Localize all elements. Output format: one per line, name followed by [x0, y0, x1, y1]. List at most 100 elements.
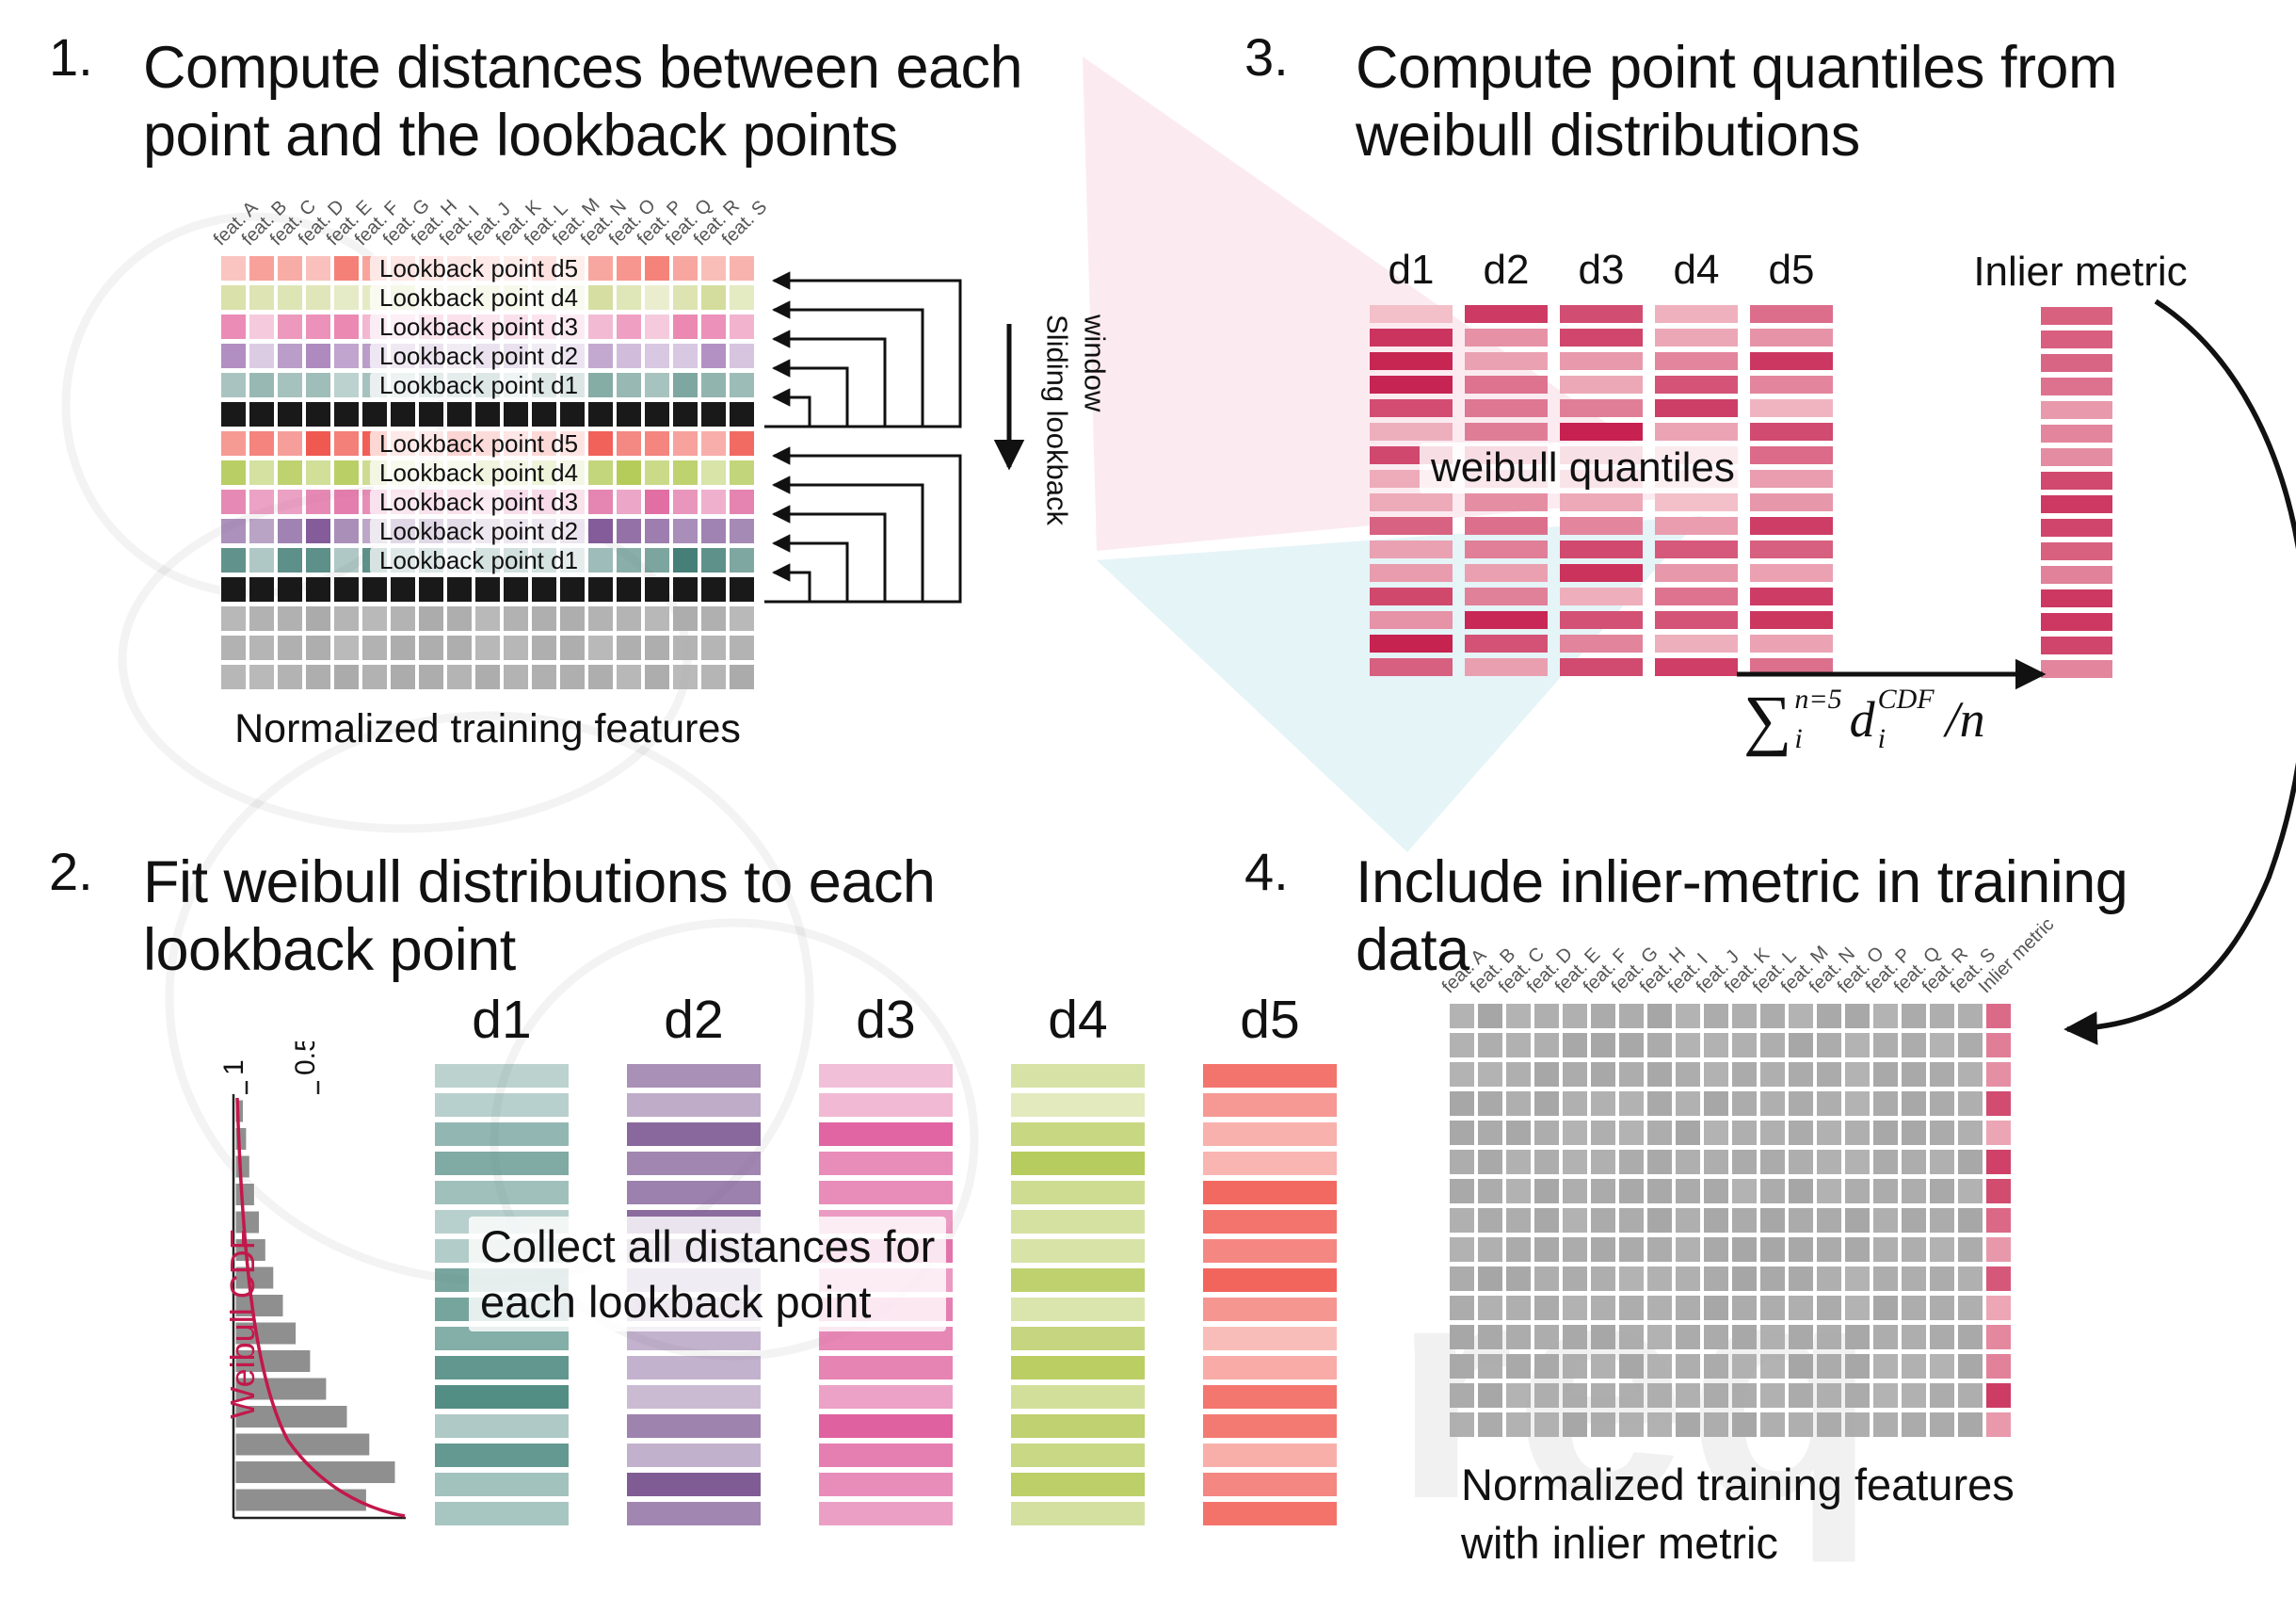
matrix-row: [1450, 1208, 2011, 1233]
s4-caption: Normalized training features with inlier…: [1461, 1456, 2015, 1573]
matrix-cell: [1534, 1237, 1559, 1262]
matrix-cell: [1478, 1150, 1502, 1174]
distance-bar: [1203, 1093, 1337, 1117]
matrix-cell: [278, 431, 302, 456]
quantile-bar: [1655, 635, 1738, 653]
distance-bar: [627, 1414, 761, 1438]
distance-bar: [1011, 1239, 1145, 1263]
distance-bar: [1011, 1298, 1145, 1321]
matrix-cell: [588, 431, 613, 456]
matrix-cell: [560, 402, 585, 427]
distance-bar: [1011, 1327, 1145, 1350]
quantile-bar: [1465, 376, 1548, 394]
matrix-row: [221, 402, 754, 427]
s2-distance-columns: d1 d2 d3 d4 d5: [435, 989, 1337, 1525]
matrix-cell: [1563, 1325, 1587, 1349]
matrix-cell: [221, 665, 246, 689]
distance-bar: [1011, 1268, 1145, 1292]
matrix-cell: [1534, 1004, 1559, 1028]
matrix-cell: [1958, 1208, 1983, 1233]
matrix-cell: [1817, 1091, 1841, 1116]
matrix-cell: [1619, 1266, 1644, 1291]
inlier-metric-cell: [1986, 1004, 2011, 1028]
matrix-cell: [1760, 1354, 1785, 1379]
matrix-cell: [1817, 1062, 1841, 1087]
matrix-cell: [1534, 1208, 1559, 1233]
matrix-cell: [1563, 1179, 1587, 1203]
matrix-cell: [1506, 1208, 1531, 1233]
matrix-cell: [701, 373, 726, 397]
inlier-metric-bar: [2041, 448, 2112, 466]
matrix-cell: [645, 285, 669, 310]
matrix-cell: [701, 431, 726, 456]
distance-bar: [819, 1414, 953, 1438]
matrix-cell: [1647, 1091, 1672, 1116]
quantile-bar: [1370, 423, 1453, 441]
matrix-cell: [617, 548, 641, 573]
matrix-cell: [645, 577, 669, 602]
quantile-bar: [1370, 658, 1453, 676]
inlier-metric-bar: [2041, 472, 2112, 490]
matrix-cell: [1534, 1033, 1559, 1057]
matrix-cell: [306, 636, 330, 660]
quantile-bar: [1560, 305, 1643, 323]
inlier-metric-cell: [1986, 1354, 2011, 1379]
matrix-cell: [701, 402, 726, 427]
distance-bar: [1203, 1268, 1337, 1292]
inlier-metric-bar: [2041, 378, 2112, 395]
matrix-cell: [1845, 1412, 1870, 1437]
matrix-cell: [645, 636, 669, 660]
distance-bar: [1011, 1210, 1145, 1234]
matrix-cell: [1789, 1296, 1813, 1320]
matrix-cell: [221, 344, 246, 368]
inlier-metric-bar: [2041, 542, 2112, 560]
matrix-cell: [730, 636, 754, 660]
matrix-row: [1450, 1383, 2011, 1408]
quantile-bar: [1750, 493, 1833, 511]
quantile-bar: [1750, 376, 1833, 394]
inlier-metric-cell: [1986, 1121, 2011, 1145]
step2-title: Fit weibull distributions to each lookba…: [143, 848, 936, 984]
matrix-cell: [1478, 1033, 1502, 1057]
distance-bar: [435, 1181, 569, 1204]
matrix-cell: [278, 460, 302, 485]
matrix-cell: [306, 431, 330, 456]
distance-bar: [627, 1064, 761, 1088]
inlier-metric-bar: [2041, 354, 2112, 372]
distance-bar: [1011, 1414, 1145, 1438]
matrix-cell: [1478, 1004, 1502, 1028]
matrix-cell: [221, 577, 246, 602]
matrix-cell: [249, 431, 274, 456]
matrix-cell: [504, 402, 528, 427]
matrix-cell: [1930, 1296, 1954, 1320]
matrix-cell: [1732, 1296, 1757, 1320]
distance-bar: [627, 1502, 761, 1525]
matrix-cell: [249, 402, 274, 427]
quantile-bar: [1465, 540, 1548, 558]
matrix-cell: [588, 285, 613, 310]
matrix-cell: [278, 665, 302, 689]
inlier-metric-cell: [1986, 1150, 2011, 1174]
s4-caption-line2: with inlier metric: [1461, 1518, 1778, 1568]
matrix-cell: [1534, 1266, 1559, 1291]
matrix-cell: [673, 577, 698, 602]
matrix-cell: [1873, 1062, 1898, 1087]
matrix-cell: [1902, 1325, 1926, 1349]
matrix-cell: [221, 548, 246, 573]
quantile-bar: [1465, 517, 1548, 535]
matrix-cell: [1789, 1179, 1813, 1203]
matrix-cell: [1450, 1383, 1474, 1408]
matrix-cell: [1930, 1091, 1954, 1116]
matrix-cell: [1704, 1325, 1728, 1349]
matrix-cell: [1873, 1033, 1898, 1057]
inlier-metric-cell: [1986, 1383, 2011, 1408]
matrix-cell: [306, 548, 330, 573]
matrix-cell: [1704, 1150, 1728, 1174]
inlier-metric-cell: [1986, 1033, 2011, 1057]
inlier-formula: ∑ n=5 i d CDF i /n: [1743, 684, 1985, 755]
matrix-cell: [1534, 1296, 1559, 1320]
quantile-bar: [1465, 564, 1548, 582]
matrix-cell: [1930, 1325, 1954, 1349]
matrix-cell: [1845, 1354, 1870, 1379]
matrix-cell: [1704, 1121, 1728, 1145]
